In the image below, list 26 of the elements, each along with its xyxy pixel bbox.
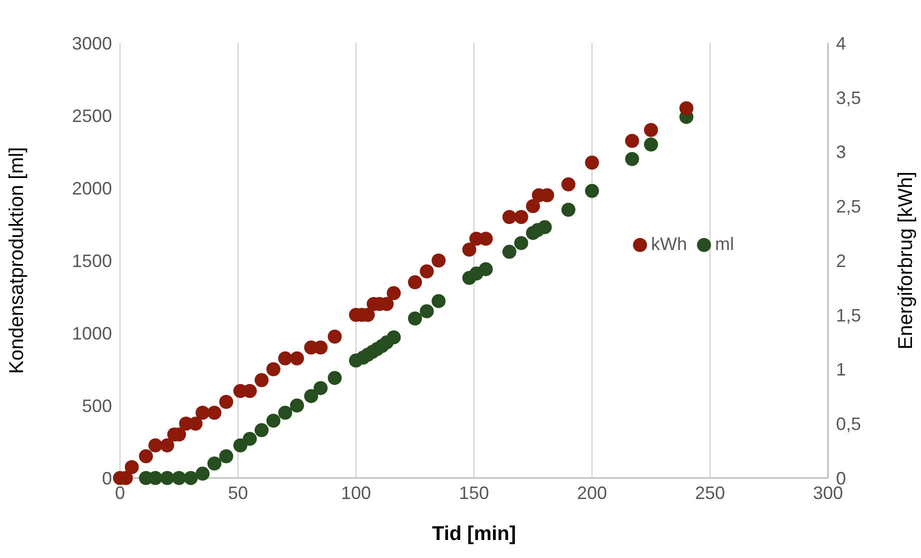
x-tick-label: 100 [340, 482, 372, 503]
y-tick-label: 1500 [72, 250, 112, 271]
x-tick-label: 50 [228, 482, 248, 503]
y2-tick-label: 1,5 [836, 305, 862, 326]
y2-tick-label: 3 [836, 142, 846, 162]
y-tick-label: 0 [102, 468, 112, 488]
legend-label: ml [715, 234, 734, 254]
x-tick-label: 0 [114, 482, 126, 503]
x-axis-title: Tid [min] [432, 523, 516, 545]
y2-axis-title: Energiforbrug [kWh] [895, 172, 918, 350]
y-tick-label: 1000 [72, 323, 112, 344]
y2-tick-label: 1 [836, 360, 846, 380]
y2-tick-label: 4 [836, 33, 846, 54]
y-tick-label: 2000 [72, 178, 112, 198]
y-tick-label: 500 [82, 396, 112, 416]
y-axis-title: Kondensatproduktion [ml] [6, 147, 28, 374]
x-tick-label: 150 [458, 482, 490, 503]
x-tick-label: 250 [694, 482, 726, 503]
x-tick-label: 200 [576, 482, 608, 503]
y2-tick-label: 2,5 [836, 196, 862, 217]
legend-label: kWh [651, 234, 687, 254]
y-tick-label: 3000 [72, 33, 112, 54]
y2-tick-label: 0,5 [836, 414, 862, 434]
y2-tick-label: 3,5 [836, 88, 862, 108]
y2-tick-label: 2 [836, 250, 846, 271]
y-tick-label: 2500 [72, 106, 112, 126]
